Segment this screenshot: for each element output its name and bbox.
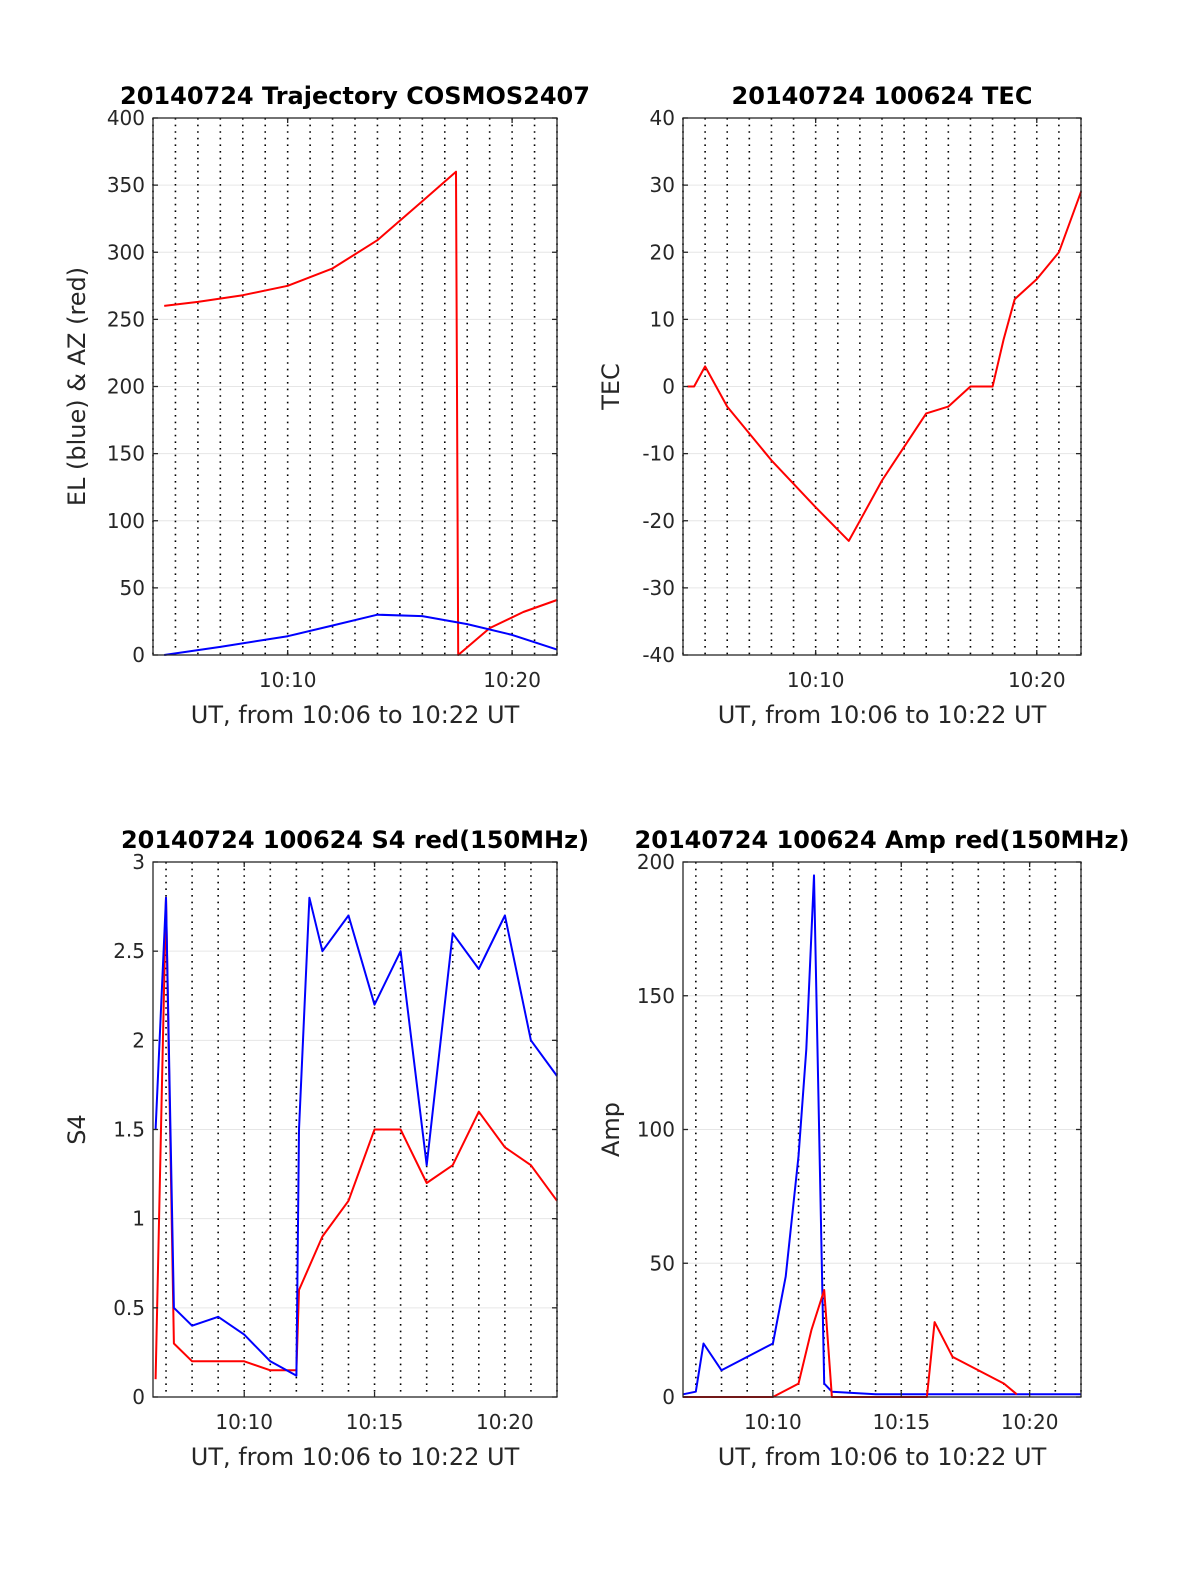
y-tick-label: 50 xyxy=(120,576,145,600)
x-tick-label: 10:20 xyxy=(1001,1410,1059,1434)
series-line-1 xyxy=(683,1289,1018,1398)
series-line-0 xyxy=(687,191,1082,542)
y-tick-label: 0 xyxy=(132,1385,145,1409)
x-tick-label: 10:20 xyxy=(476,1410,534,1434)
x-tick-label: 10:10 xyxy=(787,668,845,692)
y-tick-label: 250 xyxy=(107,307,145,331)
y-tick-label: 20 xyxy=(650,240,675,264)
chart-title: 20140724 100624 TEC xyxy=(732,82,1033,110)
y-tick-label: 1 xyxy=(132,1207,145,1231)
y-tick-label: 300 xyxy=(107,240,145,264)
y-tick-label: -30 xyxy=(642,576,675,600)
y-tick-label: -10 xyxy=(642,442,675,466)
y-tick-label: 150 xyxy=(637,984,675,1008)
y-tick-label: 150 xyxy=(107,442,145,466)
y-tick-label: 200 xyxy=(107,375,145,399)
y-tick-label: 10 xyxy=(650,307,675,331)
y-tick-label: 40 xyxy=(650,106,675,130)
x-axis-label: UT, from 10:06 to 10:22 UT xyxy=(191,701,520,729)
y-tick-label: 0.5 xyxy=(113,1296,145,1320)
x-axis-label: UT, from 10:06 to 10:22 UT xyxy=(718,1443,1047,1471)
y-axis-label: TEC xyxy=(597,363,625,411)
series-line-0 xyxy=(154,896,558,1380)
chart-title: 20140724 Trajectory COSMOS2407 xyxy=(120,82,590,110)
x-tick-label: 10:10 xyxy=(259,668,317,692)
tec-chart: -40 -30 -20 -10 0 10 20 30 40 10:10 10:20 20140724 … xyxy=(597,82,1082,729)
y-tick-label: 0 xyxy=(662,1385,675,1409)
x-axis-label: UT, from 10:06 to 10:22 UT xyxy=(191,1443,520,1471)
y-tick-label: -20 xyxy=(642,509,675,533)
y-tick-label: 1.5 xyxy=(113,1118,145,1142)
chart-title: 20140724 100624 Amp red(150MHz) xyxy=(635,826,1130,854)
x-tick-label: 10:10 xyxy=(744,1410,802,1434)
x-tick-label: 10:10 xyxy=(215,1410,273,1434)
y-tick-label: 2.5 xyxy=(113,939,145,963)
s4-chart: 0 0.5 1 1.5 2 2.5 3 10:10 10:15 10:20 20140724 100… xyxy=(63,826,589,1471)
y-tick-label: 0 xyxy=(132,643,145,667)
y-tick-label: 100 xyxy=(107,509,145,533)
y-tick-label: 100 xyxy=(637,1118,675,1142)
series-line-1 xyxy=(154,896,558,1377)
x-tick-label: 10:20 xyxy=(483,668,541,692)
y-axis-label: S4 xyxy=(63,1114,91,1145)
x-tick-label: 10:15 xyxy=(346,1410,404,1434)
x-axis-label: UT, from 10:06 to 10:22 UT xyxy=(718,701,1047,729)
amp-chart: 0 50 100 150 200 10:10 10:15 10:20 20140724 1006… xyxy=(597,826,1129,1471)
y-tick-label: 400 xyxy=(107,106,145,130)
y-tick-label: 30 xyxy=(650,173,675,197)
series-line-0 xyxy=(164,170,558,656)
x-tick-label: 10:20 xyxy=(1008,668,1066,692)
trajectory-chart: 0 50 100 150 200 250 300 350 400 10:10 10:20 201407… xyxy=(63,82,590,729)
y-tick-label: 50 xyxy=(650,1251,675,1275)
y-tick-label: 200 xyxy=(637,850,675,874)
chart-title: 20140724 100624 S4 red(150MHz) xyxy=(121,826,589,854)
y-axis-label: EL (blue) & AZ (red) xyxy=(63,267,91,506)
y-tick-label: 0 xyxy=(662,375,675,399)
x-tick-label: 10:15 xyxy=(872,1410,930,1434)
y-tick-label: 2 xyxy=(132,1028,145,1052)
series-line-1 xyxy=(164,613,558,656)
y-tick-label: -40 xyxy=(642,643,675,667)
y-tick-label: 350 xyxy=(107,173,145,197)
y-axis-label: Amp xyxy=(597,1102,625,1157)
y-tick-label: 3 xyxy=(132,850,145,874)
series-line-0 xyxy=(682,874,1081,1396)
